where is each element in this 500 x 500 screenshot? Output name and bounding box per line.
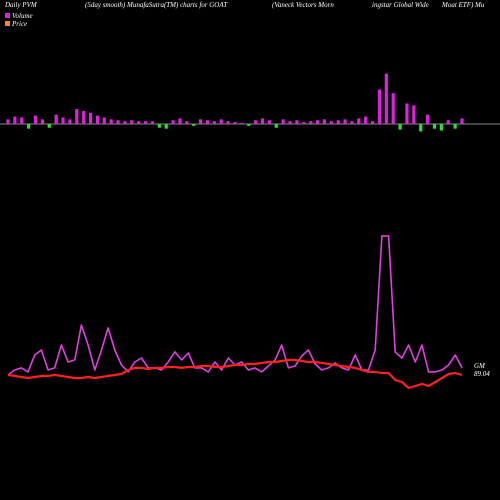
title-part: Daily PVM (4, 1, 38, 9)
volume-bar (315, 120, 320, 124)
volume-bar (377, 89, 382, 124)
volume-bar (109, 119, 113, 124)
volume-bar (446, 120, 450, 124)
line-pvm (7, 235, 463, 376)
volume-bar (40, 119, 44, 124)
volume-bar (61, 117, 65, 124)
volume-bar (95, 115, 100, 124)
volume-bar (219, 119, 223, 124)
volume-bar (426, 114, 430, 124)
volume-bar (384, 73, 388, 124)
volume-bar (68, 119, 72, 124)
volume-bar (267, 120, 271, 124)
volume-bar (240, 123, 244, 124)
volume-bar (453, 124, 457, 129)
volume-bar (143, 121, 148, 124)
volume-bar (329, 121, 333, 124)
volume-bar (254, 120, 258, 124)
legend-swatch (5, 13, 10, 18)
volume-bar (398, 124, 402, 130)
volume-bar (13, 116, 17, 124)
volume-bar (192, 124, 196, 126)
volume-bar (226, 121, 230, 124)
title-part: (5day smooth) MunafaSutra(TM) charts for… (85, 1, 228, 9)
volume-bar (33, 115, 38, 124)
volume-bar (205, 120, 210, 124)
volume-bar (274, 124, 278, 128)
volume-bar (54, 114, 58, 124)
legend-swatch (5, 21, 10, 26)
volume-bar (370, 121, 375, 124)
volume-bar (20, 117, 24, 124)
volume-bar (350, 121, 354, 124)
title-part: ingstar Global Wide (372, 1, 429, 9)
volume-bar (164, 124, 168, 129)
volume-bar (116, 120, 120, 124)
volume-bar (27, 124, 31, 129)
end-label: GM (474, 362, 486, 370)
volume-bar (130, 120, 134, 124)
volume-bar (343, 119, 347, 124)
volume-bar (82, 110, 86, 124)
legend-label: Volume (12, 12, 33, 20)
title-part: Moat ETF) Mu (441, 1, 485, 9)
volume-bar (260, 118, 265, 124)
volume-bar (88, 112, 93, 124)
volume-bar (247, 124, 251, 126)
volume-bar (302, 122, 306, 124)
volume-bar (309, 121, 313, 124)
volume-bar (157, 124, 161, 128)
volume-bar (419, 124, 423, 132)
volume-bar (212, 121, 216, 124)
volume-bar (405, 103, 409, 124)
volume-bar (288, 121, 292, 124)
volume-bar (391, 93, 395, 124)
volume-bar (460, 118, 464, 124)
legend-label: Price (11, 20, 27, 28)
volume-bar (102, 117, 106, 124)
volume-bar (150, 121, 155, 124)
volume-bar (47, 124, 51, 128)
volume-bar (123, 121, 127, 124)
volume-bar (336, 120, 340, 124)
line-price (7, 358, 463, 389)
volume-bar (137, 121, 141, 124)
volume-bar (364, 116, 368, 124)
volume-bar (412, 105, 416, 124)
volume-bar (171, 120, 175, 124)
volume-bar (75, 109, 79, 124)
volume-bar (178, 118, 182, 124)
volume-bar (357, 118, 361, 124)
volume-bar (199, 119, 203, 124)
last-price: 89.04 (474, 370, 490, 378)
volume-bar (185, 121, 189, 124)
volume-bar (233, 122, 237, 124)
volume-bar (432, 124, 437, 129)
volume-bar (439, 124, 443, 131)
volume-bar (322, 119, 327, 124)
volume-bar (295, 120, 299, 124)
title-part: (Vaneck Vectors Morn (272, 1, 334, 9)
volume-bar (281, 119, 285, 124)
volume-bar (6, 119, 10, 124)
